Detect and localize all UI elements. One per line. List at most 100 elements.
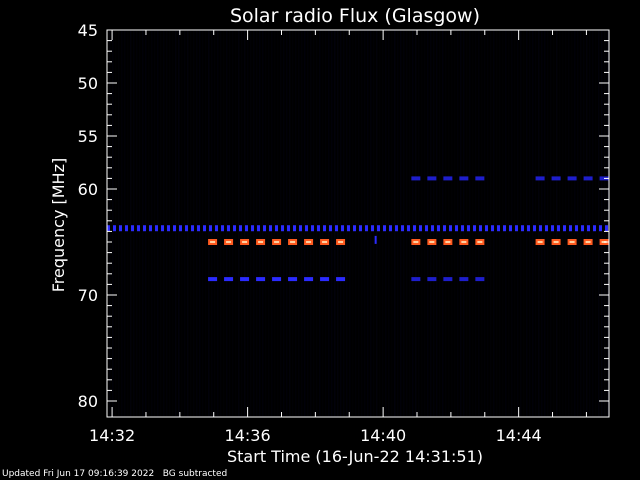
texture-streak <box>274 30 276 417</box>
texture-streak <box>571 30 573 417</box>
feature-mark <box>208 277 218 282</box>
texture-streak <box>430 30 432 417</box>
texture-streak <box>292 30 294 417</box>
feature-mark <box>119 225 122 232</box>
texture-streak <box>352 30 354 417</box>
texture-streak <box>589 30 591 417</box>
texture-streak <box>181 30 183 417</box>
texture-streak <box>118 30 120 417</box>
texture-streak <box>475 30 477 417</box>
texture-streak <box>199 30 201 417</box>
feature-mark <box>335 225 338 232</box>
texture-streak <box>370 30 372 417</box>
feature-core <box>477 241 483 243</box>
texture-streak <box>322 30 324 417</box>
texture-streak <box>283 30 285 417</box>
texture-streak <box>496 30 498 417</box>
texture-streak <box>574 30 576 417</box>
texture-streak <box>451 30 453 417</box>
texture-streak <box>241 30 243 417</box>
feature-core <box>338 241 344 243</box>
texture-streak <box>268 30 270 417</box>
bg-note: BG subtracted <box>162 469 228 479</box>
texture-streak <box>337 30 339 417</box>
feature-core <box>445 241 451 243</box>
texture-streak <box>364 30 366 417</box>
texture-streak <box>325 30 327 417</box>
texture-streak <box>319 30 321 417</box>
y-tick-label: 45 <box>78 21 98 40</box>
texture-streak <box>238 30 240 417</box>
feature-mark <box>179 225 182 232</box>
background-texture <box>109 30 609 417</box>
texture-streak <box>565 30 567 417</box>
updated-timestamp: Updated Fri Jun 17 09:16:39 2022 <box>2 469 155 479</box>
y-tick-label: 60 <box>78 180 98 199</box>
feature-mark <box>521 225 524 232</box>
texture-streak <box>508 30 510 417</box>
feature-mark <box>304 277 314 282</box>
feature-mark <box>191 225 194 232</box>
texture-streak <box>529 30 531 417</box>
feature-mark <box>167 225 170 232</box>
feature-mark <box>509 225 512 232</box>
feature-mark <box>371 225 374 232</box>
feature-mark <box>275 225 278 232</box>
texture-streak <box>556 30 558 417</box>
texture-streak <box>514 30 516 417</box>
texture-streak <box>511 30 513 417</box>
texture-streak <box>439 30 441 417</box>
texture-streak <box>205 30 207 417</box>
y-tick-label: 55 <box>78 127 98 146</box>
feature-mark <box>341 225 344 232</box>
texture-streak <box>277 30 279 417</box>
y-tick-label: 50 <box>78 74 98 93</box>
feature-core <box>306 241 312 243</box>
texture-streak <box>538 30 540 417</box>
texture-streak <box>136 30 138 417</box>
feature-mark <box>161 225 164 232</box>
feature-mark <box>272 277 282 282</box>
feature-mark <box>427 277 437 282</box>
texture-streak <box>388 30 390 417</box>
texture-streak <box>505 30 507 417</box>
feature-mark <box>263 225 266 232</box>
texture-streak <box>295 30 297 417</box>
feature-mark <box>256 277 266 282</box>
texture-streak <box>427 30 429 417</box>
texture-streak <box>358 30 360 417</box>
texture-streak <box>343 30 345 417</box>
feature-mark <box>535 176 545 181</box>
feature-mark <box>353 225 356 232</box>
feature-mark <box>455 225 458 232</box>
feature-core <box>274 241 280 243</box>
feature-mark <box>320 277 330 282</box>
texture-streak <box>193 30 195 417</box>
feature-core <box>290 241 296 243</box>
texture-streak <box>409 30 411 417</box>
feature-mark <box>587 225 590 232</box>
texture-streak <box>448 30 450 417</box>
texture-streak <box>334 30 336 417</box>
texture-streak <box>184 30 186 417</box>
texture-streak <box>604 30 606 417</box>
footer: Updated Fri Jun 17 09:16:39 2022 BG subt… <box>2 469 227 479</box>
feature-mark <box>389 225 392 232</box>
feature-mark <box>293 225 296 232</box>
feature-mark <box>449 225 452 232</box>
texture-streak <box>154 30 156 417</box>
feature-mark <box>203 225 206 232</box>
feature-mark <box>503 225 506 232</box>
feature-mark <box>239 225 242 232</box>
texture-streak <box>373 30 375 417</box>
texture-streak <box>259 30 261 417</box>
feature-mark <box>411 176 421 181</box>
feature-mark <box>459 176 469 181</box>
texture-streak <box>532 30 534 417</box>
texture-streak <box>400 30 402 417</box>
feature-mark <box>125 225 128 232</box>
texture-streak <box>385 30 387 417</box>
texture-streak <box>301 30 303 417</box>
texture-streak <box>127 30 129 417</box>
